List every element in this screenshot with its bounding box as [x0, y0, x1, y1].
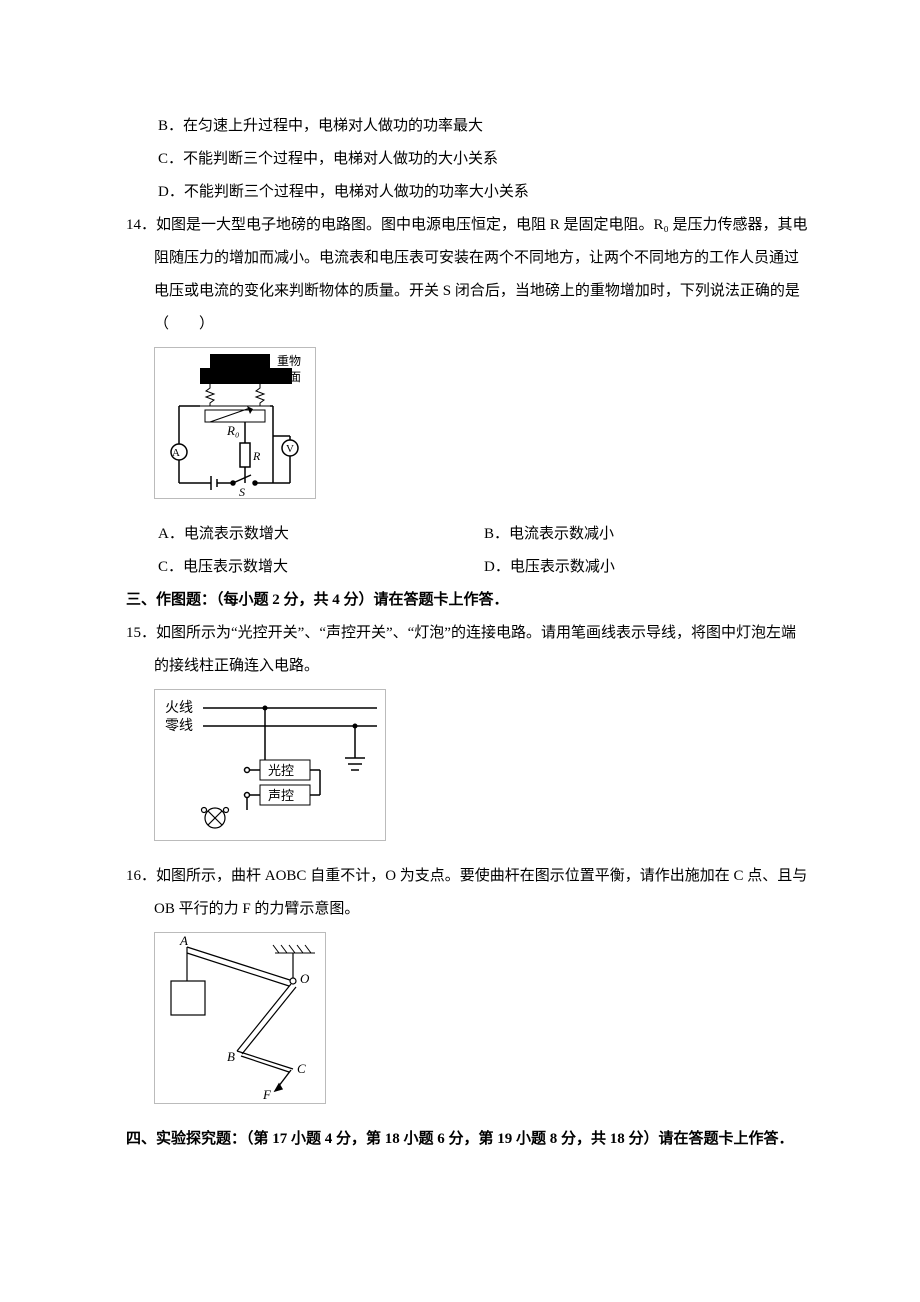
q14-stem: 14．如图是一大型电子地磅的电路图。图中电源电压恒定，电阻 R 是固定电阻。R₀…: [126, 209, 810, 341]
q14-options-row2: C．电压表示数增大 D．电压表示数减小: [126, 551, 810, 584]
label-soundsw: 声控: [268, 788, 294, 803]
q16-text: 如图所示，曲杆 AOBC 自重不计，O 为支点。要使曲杆在图示位置平衡，请作出施…: [154, 868, 807, 917]
q16-stem: 16．如图所示，曲杆 AOBC 自重不计，O 为支点。要使曲杆在图示位置平衡，请…: [126, 860, 810, 926]
q14-num: 14．: [126, 217, 156, 233]
label-neutral: 零线: [165, 718, 193, 734]
label-s: S: [239, 485, 245, 498]
q13-option-c: C．不能判断三个过程中，电梯对人做功的大小关系: [126, 143, 810, 176]
q14-options-row1: A．电流表示数增大 B．电流表示数减小: [126, 518, 810, 551]
label-v: V: [286, 443, 294, 455]
label-r0: R₀: [226, 423, 239, 438]
section4-heading: 四、实验探究题：（第 17 小题 4 分，第 18 小题 6 分，第 19 小题…: [126, 1123, 810, 1156]
q14-option-c: C．电压表示数增大: [158, 551, 484, 584]
q14-diagram: 重物 地面 R₀: [154, 347, 316, 499]
label-ground: 地面: [277, 370, 301, 384]
label-F: F: [262, 1087, 272, 1102]
q13-option-d: D．不能判断三个过程中，电梯对人做功的功率大小关系: [126, 176, 810, 209]
q14-option-b: B．电流表示数减小: [484, 518, 810, 551]
label-A: A: [179, 933, 188, 948]
section3-heading: 三、作图题：（每小题 2 分，共 4 分）请在答题卡上作答．: [126, 584, 810, 617]
label-r: R: [252, 449, 261, 463]
page: B．在匀速上升过程中，电梯对人做功的功率最大 C．不能判断三个过程中，电梯对人做…: [0, 0, 920, 1302]
q14-option-d: D．电压表示数减小: [484, 551, 810, 584]
label-O: O: [300, 971, 310, 986]
q15-num: 15．: [126, 625, 156, 641]
q16-diagram: A O B C F: [154, 932, 326, 1104]
q15-text: 如图所示为“光控开关”、“声控开关”、“灯泡”的连接电路。请用笔画线表示导线，将…: [154, 625, 796, 674]
q16-num: 16．: [126, 868, 156, 884]
q14-option-a: A．电流表示数增大: [158, 518, 484, 551]
label-weight: 重物: [277, 354, 301, 368]
label-lightsw: 光控: [268, 763, 294, 778]
q15-stem: 15．如图所示为“光控开关”、“声控开关”、“灯泡”的连接电路。请用笔画线表示导…: [126, 617, 810, 683]
q14-text: 如图是一大型电子地磅的电路图。图中电源电压恒定，电阻 R 是固定电阻。R₀ 是压…: [154, 217, 808, 332]
q13-option-b: B．在匀速上升过程中，电梯对人做功的功率最大: [126, 110, 810, 143]
label-B: B: [227, 1049, 235, 1064]
label-a: A: [172, 447, 180, 459]
label-C: C: [297, 1061, 306, 1076]
q15-diagram: 火线 零线 光控 声控: [154, 689, 386, 841]
label-live: 火线: [165, 700, 193, 716]
